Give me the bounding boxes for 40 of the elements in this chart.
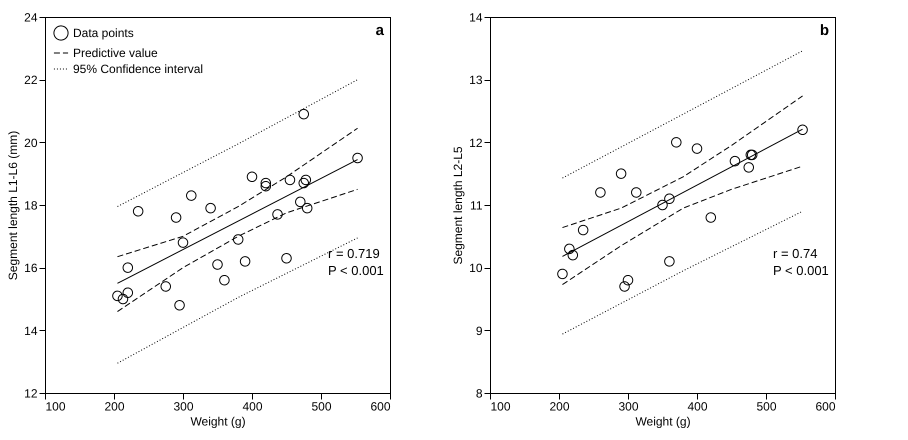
y-axis-title: Segment length L1-L6 (mm) [6, 130, 20, 280]
y-tick-label: 11 [470, 198, 483, 212]
y-tick-label: 20 [24, 136, 38, 150]
y-tick-label: 8 [476, 386, 483, 400]
annotation: r = 0.74 [773, 246, 818, 261]
y-tick-label: 24 [24, 10, 38, 24]
x-tick-label: 100 [490, 400, 511, 414]
x-tick-label: 400 [242, 400, 263, 414]
y-tick-label: 9 [476, 324, 483, 338]
annotation: P < 0.001 [328, 263, 384, 278]
y-axis-title: Segment length L2-L5 [451, 146, 466, 265]
x-tick-label: 200 [549, 400, 570, 414]
x-tick-label: 300 [173, 400, 194, 414]
annotation: b [820, 22, 829, 39]
y-tick-label: 12 [469, 136, 483, 150]
x-tick-label: 300 [618, 400, 639, 414]
y-tick-label: 16 [24, 261, 38, 276]
y-tick-label: 18 [24, 198, 38, 212]
line-series [562, 95, 804, 228]
x-tick-label: 600 [815, 400, 836, 414]
x-tick-label: 500 [311, 400, 332, 414]
x-tick-label: 100 [46, 400, 66, 414]
y-tick-label: 13 [469, 73, 483, 88]
x-axis-title: Weight (g) [635, 414, 691, 428]
legend-label: 95% Confidence interval [73, 62, 204, 76]
y-tick-label: 14 [469, 10, 483, 24]
x-axis-title: Weight (g) [190, 414, 246, 428]
y-tick-label: 12 [24, 386, 38, 400]
annotation: r = 0.719 [328, 246, 380, 261]
y-tick-label: 10 [469, 261, 483, 276]
y-tick-label: 22 [24, 73, 38, 88]
x-tick-label: 200 [104, 400, 125, 414]
annotation: P < 0.001 [773, 263, 829, 278]
x-tick-label: 400 [687, 400, 708, 414]
x-tick-label: 500 [756, 400, 777, 414]
y-tick-label: 14 [24, 324, 38, 338]
legend-label: Data points [73, 26, 134, 40]
annotation: a [376, 22, 385, 39]
x-tick-label: 600 [370, 400, 391, 414]
legend-label: Predictive value [73, 46, 158, 60]
